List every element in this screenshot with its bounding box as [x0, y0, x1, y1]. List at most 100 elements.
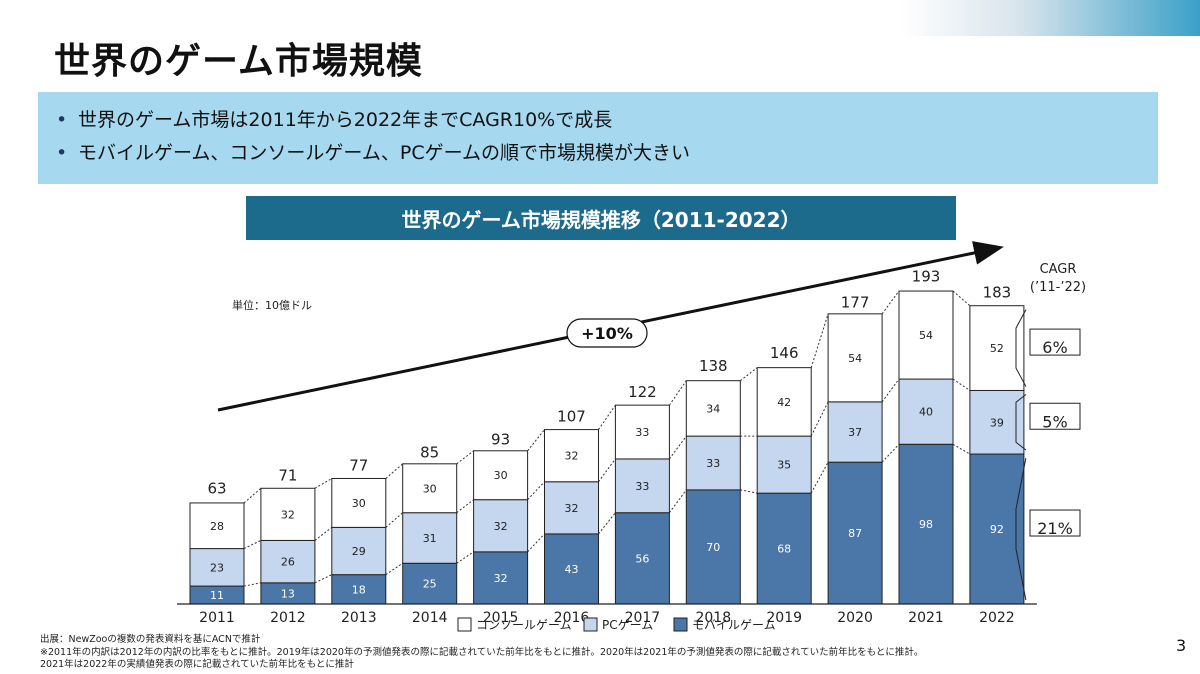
summary-bullet-1: 世界のゲーム市場は2011年から2022年までCAGR10%で成長: [56, 104, 1158, 137]
total-label: 122: [628, 383, 657, 401]
bar-segment: [969, 305, 1025, 391]
bar-segment: [969, 453, 1025, 605]
series-connector-line: [243, 487, 262, 504]
bar-segment: [685, 435, 741, 491]
cagr-box: [1029, 328, 1081, 356]
data-label: 32: [565, 502, 579, 515]
legend-label: PCゲーム: [602, 618, 653, 632]
bar-segment: [402, 562, 458, 605]
series-connector-line: [881, 443, 900, 463]
total-label: 138: [699, 357, 728, 375]
bar-segment: [685, 380, 741, 437]
total-label: 183: [983, 284, 1012, 302]
legend-label: モバイルゲーム: [692, 618, 776, 632]
data-label: 33: [706, 457, 720, 470]
bar-segment: [756, 435, 812, 494]
data-label: 40: [919, 406, 933, 419]
summary-bullets: 世界のゲーム市場は2011年から2022年までCAGR10%で成長 モバイルゲー…: [38, 92, 1158, 170]
data-label: 33: [635, 480, 649, 493]
data-label: 43: [565, 563, 579, 576]
total-label: 93: [491, 430, 510, 448]
footnote-note-1: ※2011年の内訳は2012年の内訳の比率をもとに推計。2019年は2020年の…: [40, 646, 924, 658]
series-connector-line: [385, 562, 403, 576]
x-tick-label: 2017: [625, 610, 661, 626]
series-connector-line: [598, 404, 616, 430]
total-label: 146: [770, 344, 799, 362]
data-label: 52: [990, 342, 1004, 355]
x-tick-label: 2014: [412, 610, 448, 626]
series-connector-line: [456, 499, 474, 514]
series-connector-line: [598, 458, 616, 483]
data-label: 54: [919, 329, 933, 342]
cagr-period: (’11-’22): [1030, 280, 1086, 295]
bar-segment: [189, 502, 245, 550]
cagr-bracket: [1015, 309, 1027, 387]
series-connector-line: [810, 461, 829, 494]
data-label: 32: [494, 520, 508, 533]
cagr-header: CAGR: [1040, 262, 1077, 277]
cagr-bracket: [1015, 457, 1027, 601]
bar-segment: [260, 539, 316, 584]
cagr-value: 21%: [1037, 519, 1073, 538]
summary-bullet-2: モバイルゲーム、コンソールゲーム、PCゲームの順で市場規模が大きい: [56, 137, 1158, 170]
series-connector-line: [668, 435, 687, 460]
cagr-box: [1029, 402, 1081, 430]
data-label: 54: [848, 352, 862, 365]
series-connector-line: [456, 551, 474, 564]
series-connector-line: [243, 539, 262, 550]
bar-segment: [402, 512, 458, 564]
data-label: 30: [494, 469, 508, 482]
footnotes: 出展：NewZooの複数の発表資料を基にACNで推計 ※2011年の内訳は201…: [40, 634, 923, 672]
bar-segment: [756, 367, 812, 437]
series-connector-line: [385, 512, 404, 528]
series-connector-line: [740, 489, 758, 494]
data-label: 42: [777, 396, 791, 409]
data-label: 13: [281, 587, 295, 600]
bar-segment: [402, 463, 458, 514]
bar-segment: [473, 499, 529, 553]
cagr-value: 6%: [1042, 338, 1067, 357]
data-label: 92: [990, 523, 1004, 536]
data-label: 87: [848, 527, 862, 540]
data-label: 32: [494, 572, 508, 585]
series-connector-line: [527, 481, 545, 501]
data-label: 39: [990, 416, 1004, 429]
bar-segment: [189, 548, 245, 587]
total-label: 85: [420, 443, 439, 461]
footnote-note-2: 2021年は2022年の実績値発表の際に記載されていた前年比をもとに推計: [40, 659, 354, 670]
legend-swatch: [673, 617, 688, 632]
x-tick-label: 2021: [908, 610, 944, 626]
data-label: 32: [281, 508, 295, 521]
growth-label: +10%: [581, 324, 633, 343]
bar-segment: [898, 378, 954, 445]
data-label: 56: [635, 552, 649, 565]
bar-segment: [756, 492, 812, 605]
x-tick-label: 2018: [695, 610, 731, 626]
bar-segment: [544, 429, 599, 483]
bar-segment: [827, 401, 883, 463]
legend-swatch: [583, 617, 598, 632]
bar-segment: [614, 404, 670, 460]
series-connector-line: [314, 574, 333, 584]
corner-accent-band: [900, 0, 1200, 36]
bar-segment: [898, 290, 954, 380]
x-tick-label: 2019: [766, 610, 802, 626]
data-label: 34: [706, 402, 720, 415]
footnote-source: 出展：NewZooの複数の発表資料を基にACNで推計: [40, 634, 261, 645]
series-connector-line: [598, 512, 616, 535]
data-label: 18: [352, 583, 366, 596]
data-label: 35: [777, 459, 791, 472]
data-label: 70: [706, 541, 720, 554]
bar-segment: [614, 512, 670, 605]
series-connector-line: [527, 533, 545, 553]
series-connector-line: [314, 526, 333, 541]
bar-segment: [473, 450, 529, 501]
series-connector-line: [810, 313, 829, 368]
x-tick-label: 2012: [270, 610, 306, 626]
bar-segment: [685, 489, 741, 605]
series-connector-line: [810, 401, 829, 437]
series-connector-line: [314, 478, 333, 489]
x-tick-label: 2016: [554, 610, 590, 626]
chart-title: 世界のゲーム市場規模推移（2011-2022）: [246, 196, 956, 240]
cagr-value: 5%: [1042, 412, 1067, 431]
